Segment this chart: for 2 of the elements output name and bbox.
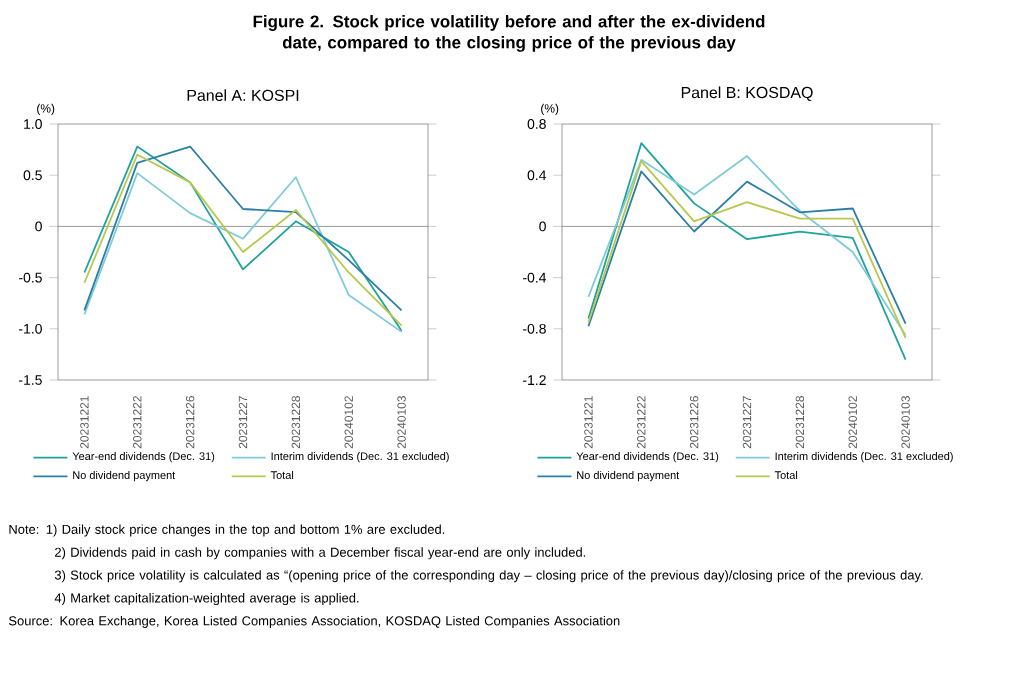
line-series <box>587 142 907 361</box>
text: Figure 2. Stock price volatility before and after the ex-dividend date, compared to the closing price of the previous day <box>253 15 765 52</box>
